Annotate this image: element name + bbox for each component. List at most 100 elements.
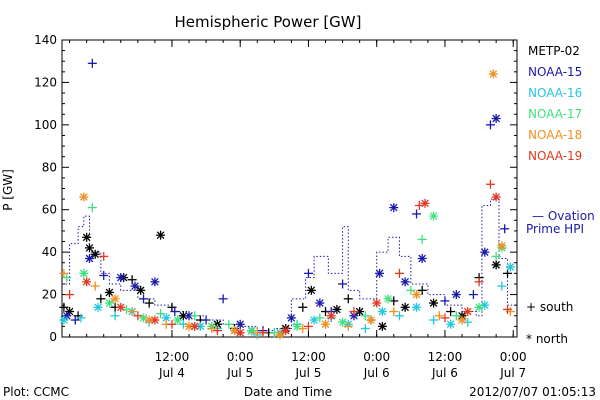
- noaa-18-north-point: [412, 290, 422, 300]
- x-tick-label-date: Jul 7: [499, 366, 526, 380]
- noaa-16-south-point: [497, 281, 507, 291]
- noaa-15-south-point: [170, 307, 180, 317]
- metp-02-north-point: [178, 311, 188, 321]
- x-tick-label-time: 12:00: [291, 350, 326, 364]
- noaa-19-north-point: [281, 326, 291, 336]
- legend-item: NOAA-18: [528, 128, 582, 142]
- noaa-15-south-point: [139, 294, 149, 304]
- noaa-19-north-point: [116, 302, 126, 312]
- noaa-15-south-point: [485, 120, 495, 130]
- x-tick-label-time: 12:00: [155, 350, 190, 364]
- x-tick-label-time: 0:00: [227, 350, 254, 364]
- noaa-18-north-point: [497, 241, 507, 251]
- y-axis: 0 20 40 60 80 100 120 140: [34, 33, 517, 344]
- noaa-16-north-point: [59, 315, 69, 325]
- legend: METP-02 NOAA-15 NOAA-16 NOAA-17 NOAA-18 NOAA-…: [528, 44, 582, 163]
- footer-credit: Plot: CCMC: [3, 385, 69, 399]
- noaa-17-north-point: [338, 317, 348, 327]
- noaa-15-north-point: [286, 313, 296, 323]
- x-tick-label-date: Jul 6: [363, 366, 390, 380]
- noaa-16-north-point: [309, 315, 319, 325]
- noaa-17-north-point: [292, 321, 302, 331]
- noaa-19-south-point: [167, 319, 177, 329]
- metp-02-north-point: [491, 260, 501, 270]
- noaa-17-north-point: [247, 326, 257, 336]
- legend-south-symbol: + south: [526, 300, 573, 314]
- noaa-19-north-point: [82, 277, 92, 287]
- noaa-17-south-point: [224, 319, 234, 329]
- metp-02-north-point: [84, 243, 94, 253]
- noaa-15-north-point: [491, 113, 501, 123]
- noaa-17-south-point: [190, 311, 200, 321]
- chart-title: Hemispheric Power [GW]: [175, 13, 362, 31]
- metp-02-south-point: [96, 294, 106, 304]
- noaa-17-north-point: [383, 294, 393, 304]
- noaa-17-south-point: [417, 234, 427, 244]
- noaa-18-north-point: [184, 321, 194, 331]
- noaa-19-south-point: [212, 326, 222, 336]
- noaa-19-north-point: [326, 311, 336, 321]
- plot-frame: [61, 39, 518, 338]
- noaa-16-north-point: [412, 302, 422, 312]
- y-tick-label: 100: [34, 118, 57, 132]
- noaa-15-south-point: [218, 294, 228, 304]
- noaa-19-north-point: [420, 198, 430, 208]
- noaa-17-south-point: [156, 309, 166, 319]
- legend-north-symbol: * north: [526, 332, 568, 346]
- noaa-18-south-point: [59, 268, 69, 278]
- legend-item: NOAA-16: [528, 86, 582, 100]
- noaa-15-south-point: [412, 209, 422, 219]
- noaa-15-north-point: [389, 203, 399, 213]
- noaa-19-south-point: [394, 268, 404, 278]
- noaa-15-south-point: [70, 315, 80, 325]
- noaa-19-south-point: [65, 290, 75, 300]
- y-tick-label: 20: [42, 288, 57, 302]
- noaa-19-south-point: [503, 304, 513, 314]
- noaa-18-north-point: [321, 319, 331, 329]
- noaa-19-south-point: [133, 311, 143, 321]
- noaa-19-south-point: [440, 313, 450, 323]
- metp-02-north-point: [104, 287, 114, 297]
- noaa-18-south-point: [207, 324, 217, 334]
- y-tick-label: 120: [34, 75, 57, 89]
- metp-02-north-point: [82, 232, 92, 242]
- noaa-15-north-point: [84, 254, 94, 264]
- noaa-15-south-point: [500, 224, 510, 234]
- noaa-19-south-point: [349, 307, 359, 317]
- noaa-18-north-point: [457, 315, 467, 325]
- noaa-18-south-point: [434, 311, 444, 321]
- noaa-19-north-point: [372, 298, 382, 308]
- data-points: [59, 58, 515, 340]
- noaa-17-north-point: [79, 268, 89, 278]
- noaa-15-south-point: [440, 296, 450, 306]
- metp-02-north-point: [156, 230, 166, 240]
- noaa-17-north-point: [474, 302, 484, 312]
- noaa-16-north-point: [195, 321, 205, 331]
- noaa-19-north-point: [235, 328, 245, 338]
- x-tick-label-time: 0:00: [363, 350, 390, 364]
- noaa-15-north-point: [480, 247, 490, 257]
- noaa-15-north-point: [315, 298, 325, 308]
- noaa-18-north-point: [275, 330, 285, 340]
- noaa-15-south-point: [99, 270, 109, 280]
- noaa-15-north-point: [417, 254, 427, 264]
- noaa-18-south-point: [127, 307, 137, 317]
- noaa-16-north-point: [93, 302, 103, 312]
- noaa-19-north-point: [463, 307, 473, 317]
- x-tick-label-date: Jul 5: [294, 366, 321, 380]
- noaa-17-south-point: [315, 313, 325, 323]
- x-tick-label-time: 12:00: [428, 350, 463, 364]
- noaa-15-south-point: [201, 315, 211, 325]
- noaa-18-north-point: [488, 69, 498, 79]
- noaa-16-south-point: [360, 324, 370, 334]
- y-tick-label: 40: [42, 245, 57, 259]
- noaa-16-south-point: [429, 315, 439, 325]
- legend-ovation-line2: Prime HPI: [526, 222, 584, 236]
- noaa-19-north-point: [491, 192, 501, 202]
- metp-02-south-point: [59, 302, 69, 312]
- noaa-17-south-point: [360, 311, 370, 321]
- noaa-19-south-point: [485, 179, 495, 189]
- metp-02-south-point: [417, 285, 427, 295]
- y-tick-label: 60: [42, 203, 57, 217]
- noaa-15-south-point: [338, 279, 348, 289]
